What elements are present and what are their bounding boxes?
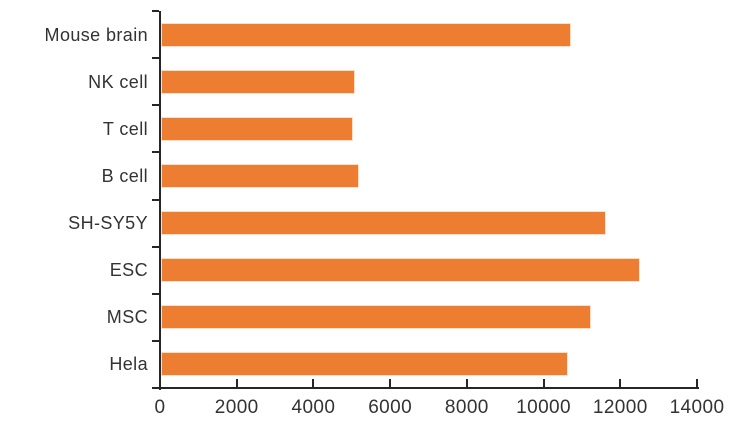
category-label: ESC bbox=[109, 260, 148, 281]
category-label: MSC bbox=[106, 307, 148, 328]
bar-nk-cell bbox=[161, 69, 355, 94]
y-axis-tick bbox=[152, 245, 159, 248]
x-axis-tick bbox=[542, 379, 545, 387]
y-axis-tick bbox=[152, 57, 159, 60]
category-label: Hela bbox=[109, 354, 148, 375]
x-axis-tick-label: 12000 bbox=[592, 397, 648, 418]
x-axis-tick-label: 10000 bbox=[516, 397, 571, 418]
category-label: T cell bbox=[102, 118, 148, 139]
y-axis-tick bbox=[152, 10, 159, 12]
x-axis-tick bbox=[235, 379, 238, 387]
x-axis-tick bbox=[159, 379, 161, 387]
bar-msc bbox=[161, 305, 591, 330]
x-axis-tick bbox=[619, 379, 622, 387]
bar-hela bbox=[161, 352, 568, 377]
y-axis-line bbox=[159, 11, 161, 390]
y-axis-tick bbox=[152, 339, 159, 342]
x-axis-tick-label: 8000 bbox=[444, 397, 489, 418]
y-axis-tick bbox=[152, 104, 159, 107]
x-axis-tick-label: 4000 bbox=[291, 397, 336, 418]
x-axis-line bbox=[159, 387, 699, 389]
bar-t-cell bbox=[161, 116, 353, 141]
y-axis-tick bbox=[152, 292, 159, 295]
x-axis-tick-label: 2000 bbox=[214, 397, 259, 418]
x-axis-tick-label: 14000 bbox=[669, 397, 725, 418]
x-axis-tick bbox=[465, 379, 468, 387]
y-axis-tick bbox=[152, 387, 159, 389]
bar-mouse-brain bbox=[161, 22, 572, 47]
x-axis-tick-label: 6000 bbox=[368, 397, 413, 418]
x-axis-tick-label: 0 bbox=[154, 397, 166, 418]
category-label: Mouse brain bbox=[44, 24, 148, 45]
bar-esc bbox=[161, 258, 641, 283]
bar-b-cell bbox=[161, 163, 359, 188]
bar-sh-sy5y bbox=[161, 211, 606, 236]
category-label: SH-SY5Y bbox=[68, 213, 148, 234]
y-axis-tick bbox=[152, 151, 159, 154]
x-axis-tick bbox=[696, 379, 698, 387]
category-label: NK cell bbox=[88, 71, 148, 92]
x-axis-tick bbox=[389, 379, 392, 387]
category-label: B cell bbox=[101, 165, 148, 186]
y-axis-tick bbox=[152, 198, 159, 201]
x-axis-tick bbox=[312, 379, 315, 387]
